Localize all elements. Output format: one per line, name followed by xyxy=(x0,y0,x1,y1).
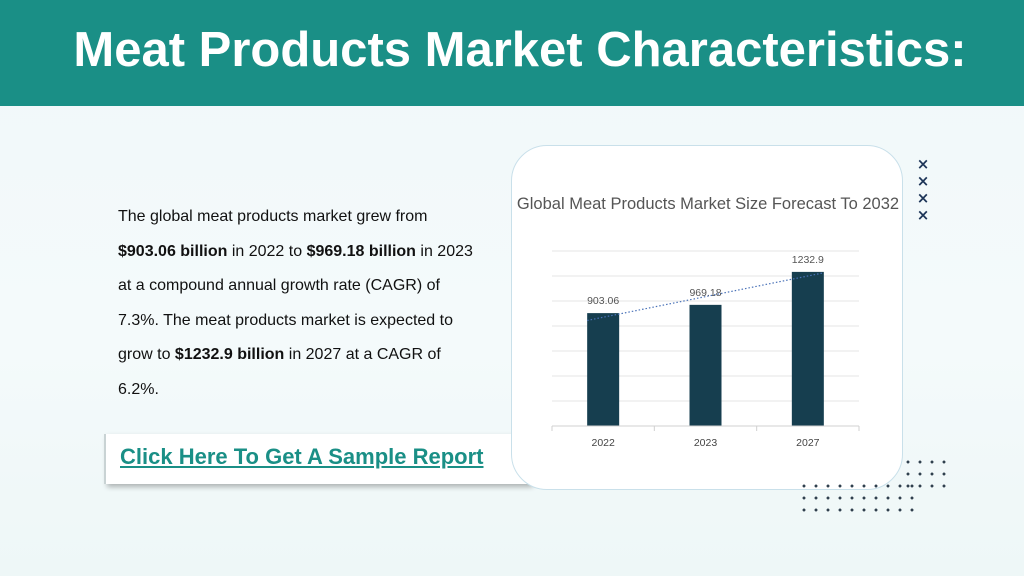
desc-value-2027: $1232.9 billion xyxy=(174,346,285,363)
data-label: 903.06 xyxy=(587,295,619,307)
bar-chart: 903.06 2022 969.18 2023 1232.9 2027 xyxy=(551,250,860,449)
market-description: The global meat products market grew fro… xyxy=(118,200,478,407)
desc-text-2: in 2022 to xyxy=(227,242,307,260)
sample-report-box: Click Here To Get A Sample Report xyxy=(104,434,530,484)
desc-text-3: in 2023 at a compound annual growth rate… xyxy=(118,242,473,364)
dot-grid-decoration-lower xyxy=(798,480,920,520)
chart-bar xyxy=(587,313,620,426)
x-mark-icon: × xyxy=(916,155,930,173)
desc-text-4: in 2027 at a CAGR of 6.2%. xyxy=(118,346,441,398)
data-label: 1232.9 xyxy=(792,254,824,266)
desc-value-2023: $969.18 billion xyxy=(306,242,416,260)
chart-bar xyxy=(689,304,722,426)
chart-title: Global Meat Products Market Size Forecas… xyxy=(516,195,900,213)
x-tick-label: 2027 xyxy=(796,437,820,449)
x-tick-label: 2023 xyxy=(694,437,718,449)
page-title: Meat Products Market Characteristics: xyxy=(73,23,967,77)
x-mark-icon: × xyxy=(916,206,930,224)
desc-value-2022: $903.06 billion xyxy=(118,242,228,260)
x-tick-label: 2022 xyxy=(591,437,615,449)
header-banner: Meat Products Market Characteristics: xyxy=(0,0,1024,106)
sample-report-link[interactable]: Click Here To Get A Sample Report xyxy=(120,444,484,469)
x-marks-decoration: × × × × xyxy=(915,156,931,224)
x-mark-icon: × xyxy=(916,172,930,190)
data-label: 969.18 xyxy=(689,287,721,299)
desc-text-1: The global meat products market grew fro… xyxy=(118,208,428,225)
x-mark-icon: × xyxy=(916,189,930,207)
chart-card: Global Meat Products Market Size Forecas… xyxy=(511,145,903,490)
chart-bar xyxy=(791,271,824,426)
